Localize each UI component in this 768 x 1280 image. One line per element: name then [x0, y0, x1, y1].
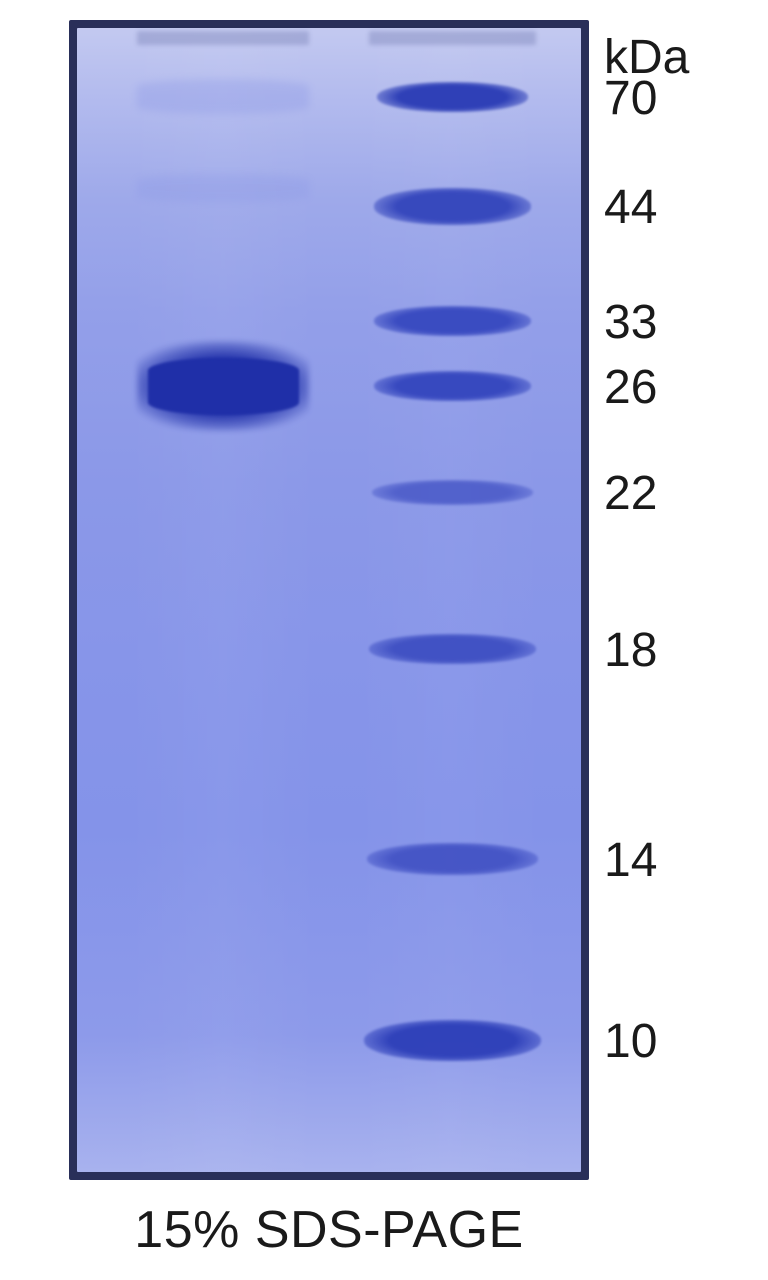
ladder-well — [369, 31, 535, 45]
gel-figure: kDa 7044332622181410 15% SDS-PAGE — [34, 20, 734, 1260]
sample-well — [137, 31, 308, 45]
mw-label: 10 — [604, 1014, 657, 1069]
mw-label: 22 — [604, 466, 657, 521]
ladder-band — [377, 82, 528, 112]
mw-label: 33 — [604, 295, 657, 350]
ladder-band — [374, 188, 530, 225]
mw-label: 44 — [604, 180, 657, 235]
ladder-band — [374, 306, 530, 336]
sample-faint-band — [137, 174, 308, 203]
mw-label: 14 — [604, 833, 657, 888]
ladder-band — [372, 480, 533, 505]
mw-label: 18 — [604, 623, 657, 678]
gel-caption: 15% SDS-PAGE — [34, 1200, 624, 1260]
gel-background — [77, 28, 581, 1172]
ladder-band — [364, 1020, 540, 1061]
mw-label: 26 — [604, 360, 657, 415]
ladder-band — [369, 634, 535, 664]
ladder-band — [367, 843, 538, 875]
ladder-band — [374, 371, 530, 401]
sample-faint-band — [137, 79, 308, 113]
gel-frame — [69, 20, 589, 1180]
mw-label: 70 — [604, 71, 657, 126]
sample-band-core — [148, 358, 299, 415]
